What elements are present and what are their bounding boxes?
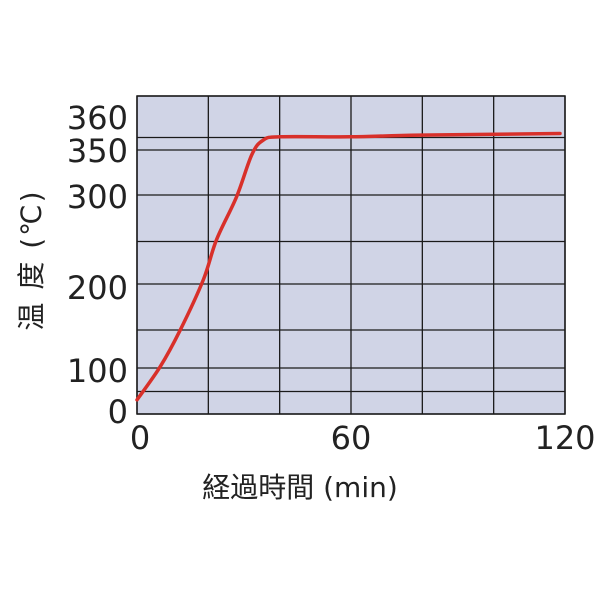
plot-border bbox=[136, 95, 566, 415]
y-tick-label: 300 bbox=[67, 178, 128, 216]
x-tick-label: 60 bbox=[331, 419, 372, 457]
x-tick-label: 120 bbox=[534, 419, 595, 457]
y-axis-label: 温 度 (℃) bbox=[15, 189, 48, 331]
x-tick-label: 0 bbox=[130, 419, 150, 457]
temperature-line bbox=[135, 131, 562, 402]
y-tick-label: 100 bbox=[67, 352, 128, 390]
y-tick-label: 200 bbox=[67, 269, 128, 307]
y-tick-label: 350 bbox=[67, 132, 128, 170]
y-tick-label: 360 bbox=[67, 99, 128, 137]
y-tick-label: 0 bbox=[108, 393, 128, 431]
x-axis-label: 経過時間 (min) bbox=[202, 471, 398, 504]
